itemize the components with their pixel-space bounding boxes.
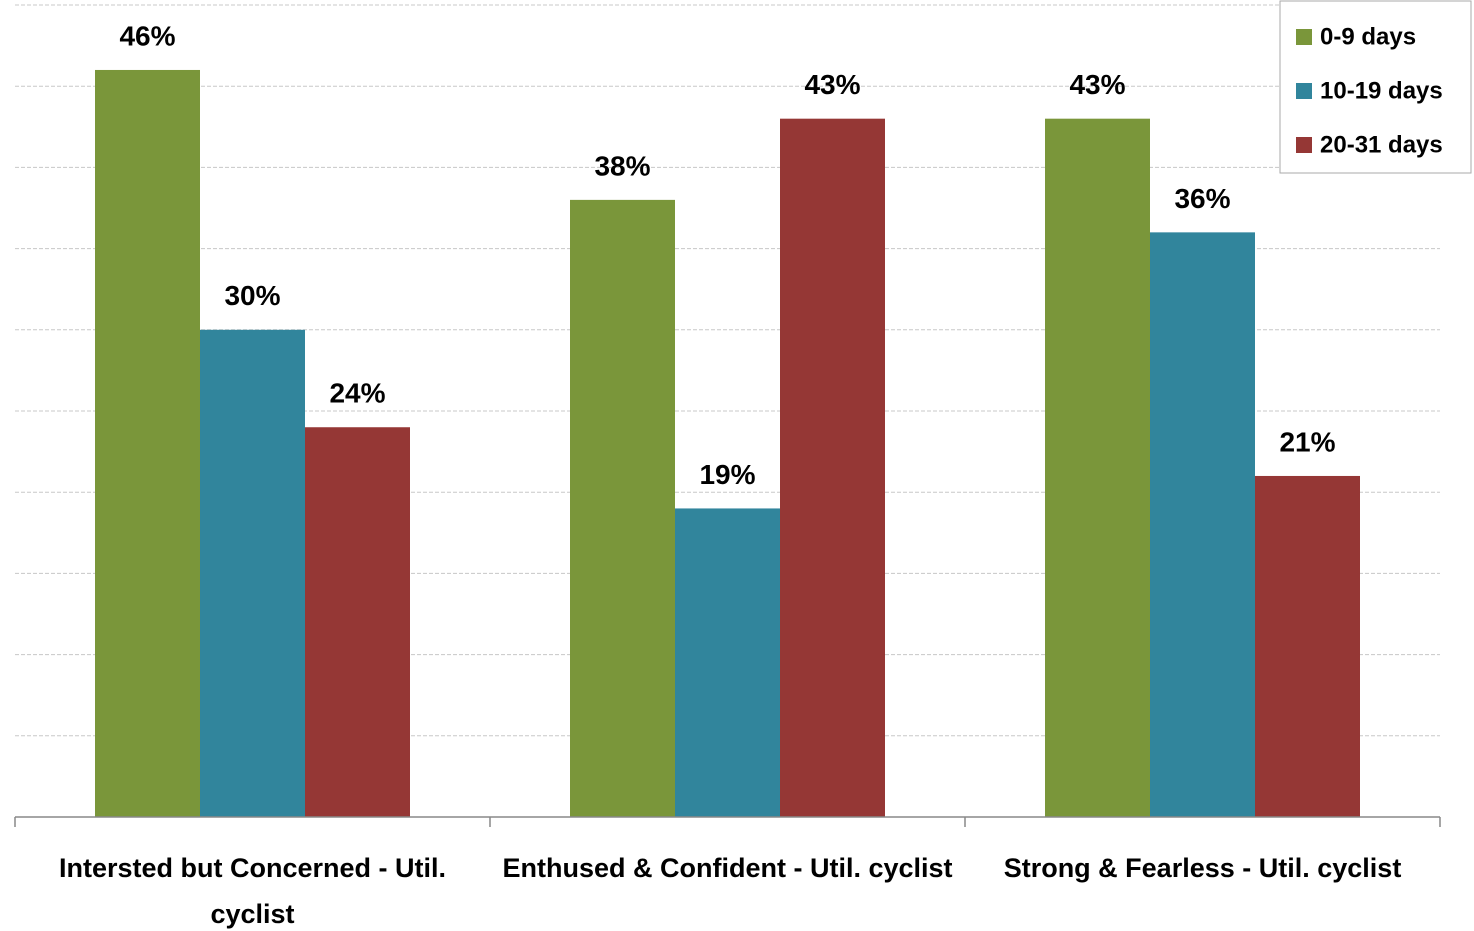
legend-swatch [1296, 29, 1312, 45]
data-label: 43% [1069, 69, 1125, 100]
data-label: 36% [1174, 183, 1230, 214]
bar [675, 508, 780, 817]
x-tick-label: Intersted but Concerned - Util. cyclist [58, 853, 447, 929]
data-label: 24% [329, 378, 385, 409]
data-label: 21% [1279, 426, 1335, 457]
bar [570, 199, 675, 817]
data-label: 43% [804, 69, 860, 100]
bar [305, 427, 410, 817]
legend-label: 20-31 days [1320, 131, 1443, 158]
data-label: 46% [119, 20, 175, 51]
bar [1045, 118, 1150, 818]
bar [1150, 232, 1255, 818]
bar [780, 118, 885, 818]
legend-swatch [1296, 83, 1312, 99]
legend-swatch [1296, 137, 1312, 153]
data-label: 30% [224, 280, 280, 311]
x-tick-label: Enthused & Confident - Util. cyclist [502, 853, 953, 883]
bar [200, 329, 305, 817]
data-label: 19% [699, 459, 755, 490]
data-label: 38% [594, 150, 650, 181]
x-tick-label: Strong & Fearless - Util. cyclist [1003, 853, 1402, 883]
legend-label: 10-19 days [1320, 77, 1443, 104]
bar [95, 69, 200, 817]
legend-label: 0-9 days [1320, 23, 1416, 50]
bar [1255, 475, 1360, 817]
